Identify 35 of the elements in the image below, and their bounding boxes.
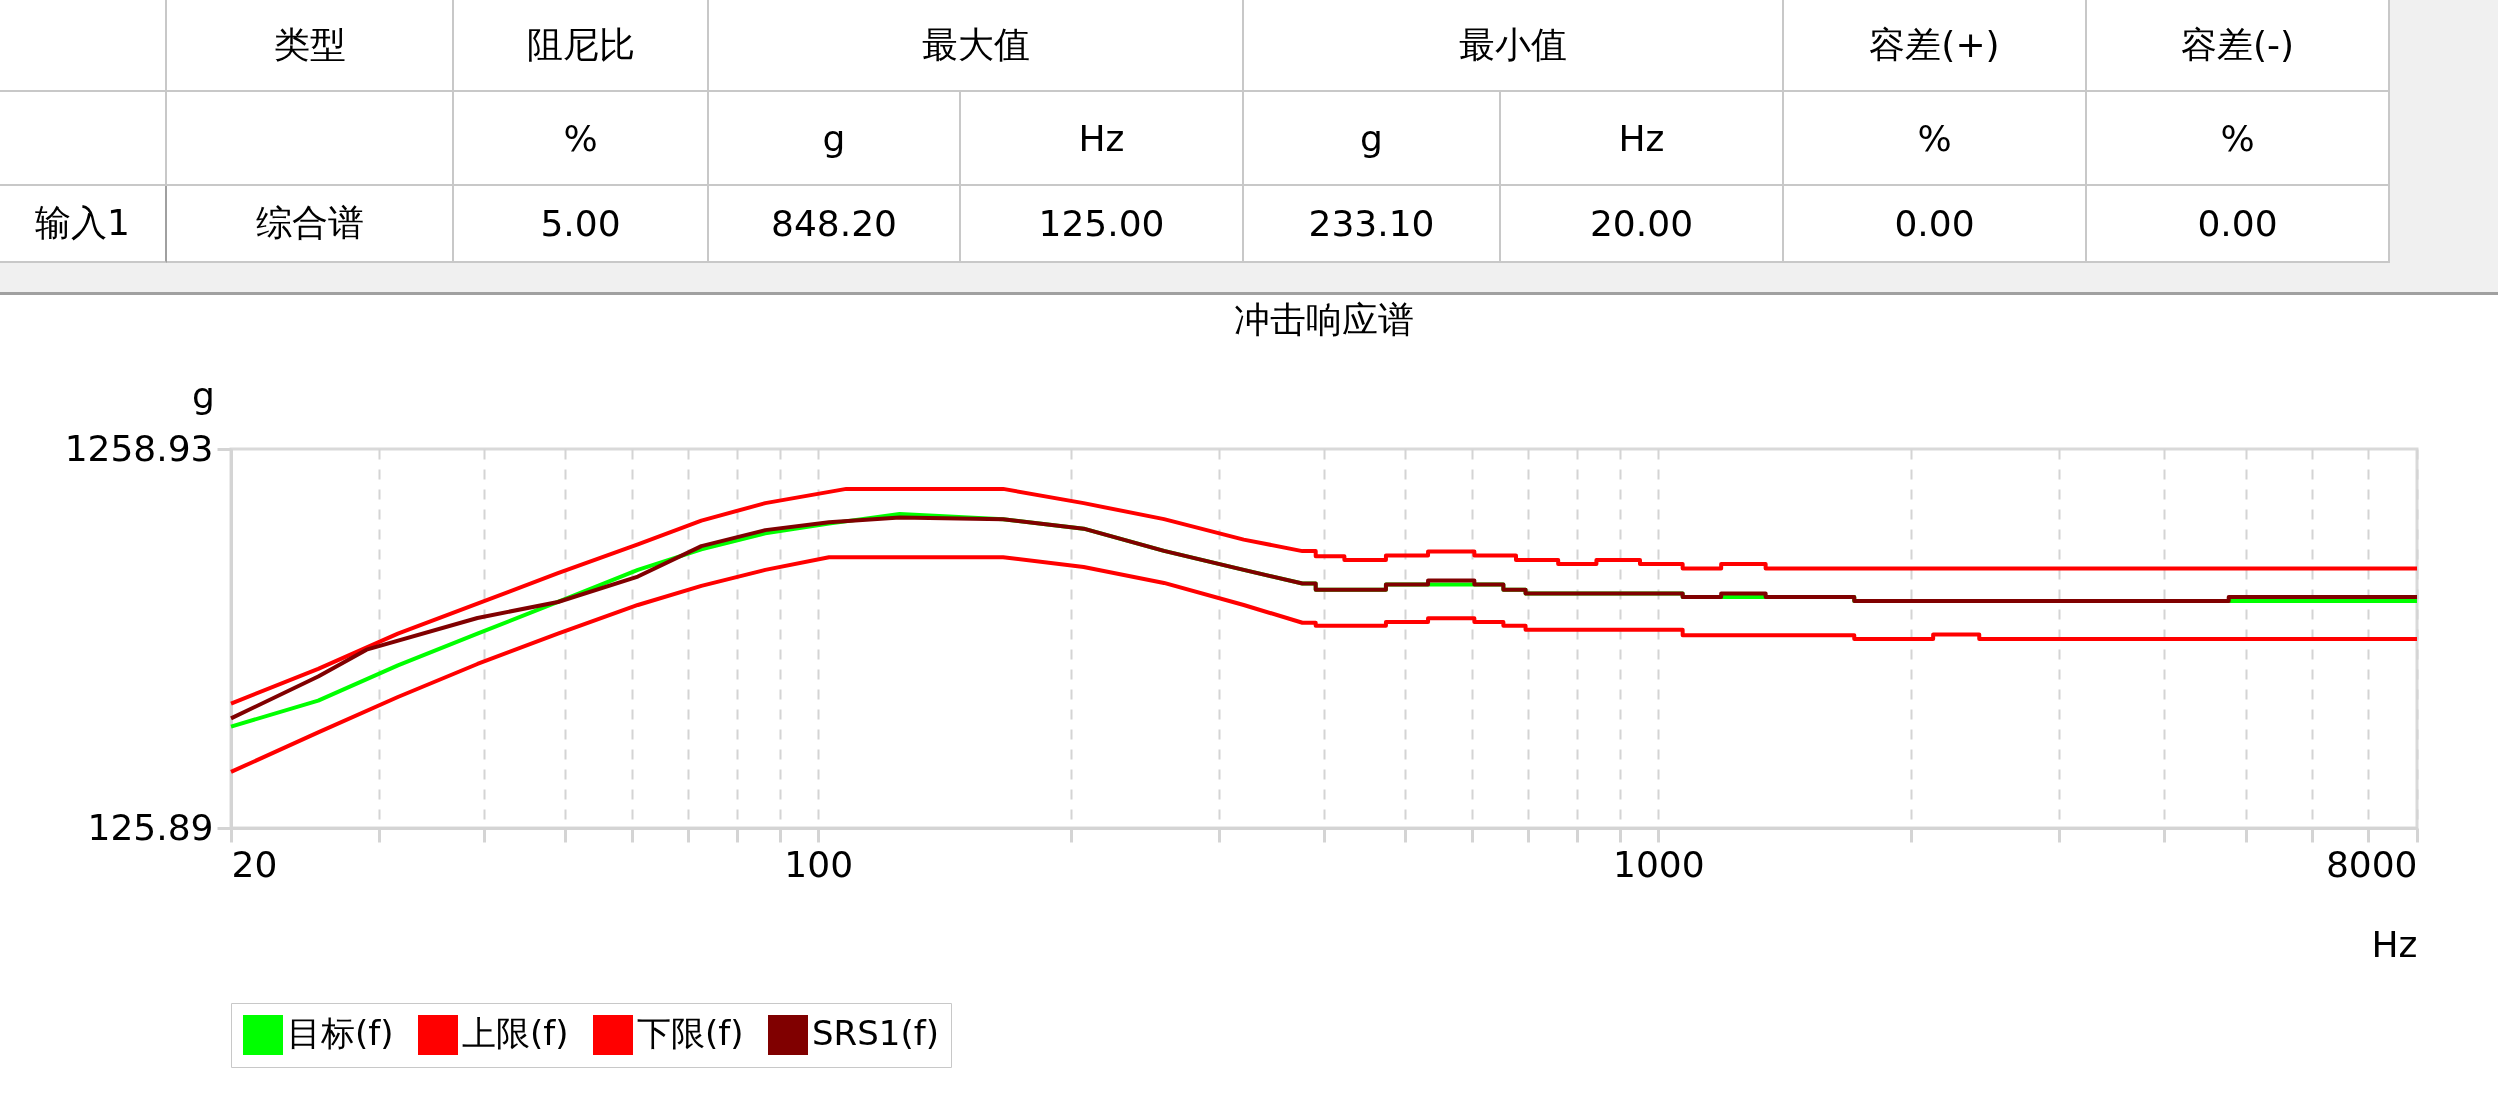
text: 综合谱	[167, 186, 454, 263]
x-axis-title: Hz	[2371, 923, 2418, 965]
text: Hz	[1501, 92, 1784, 186]
x-tick-label: 100	[784, 843, 854, 885]
x-tick-label: 8000	[2325, 843, 2418, 885]
text: 0.00	[2087, 186, 2390, 263]
y-tick-label: 125.89	[87, 806, 214, 848]
x-tick-label: 20	[231, 843, 278, 885]
text: 233.10	[1244, 186, 1501, 263]
text: 容差(-)	[2087, 0, 2390, 92]
text: %	[454, 92, 709, 186]
text: 848.20	[709, 186, 961, 263]
text: 20.00	[1501, 186, 1784, 263]
text: 125.00	[961, 186, 1244, 263]
legend-label: SRS1(f)	[812, 1013, 939, 1053]
text: 容差(+)	[1784, 0, 2087, 92]
text: 5.00	[454, 186, 709, 263]
legend-label: 下限(f)	[637, 1013, 744, 1053]
text: 阻尼比	[454, 0, 709, 92]
text: 最大值	[709, 0, 1244, 92]
text: 输入1	[0, 186, 167, 263]
chart-title: 冲击响应谱	[1234, 299, 1414, 340]
text: 0.00	[1784, 186, 2087, 263]
y-axis-title: g	[192, 374, 215, 416]
text: g	[1244, 92, 1501, 186]
legend-label: 上限(f)	[462, 1013, 569, 1053]
text: %	[1784, 92, 2087, 186]
legend-label: 目标(f)	[287, 1013, 394, 1053]
text: 类型	[167, 0, 454, 92]
text: 最小值	[1244, 0, 1784, 92]
x-tick-label: 1000	[1613, 843, 1705, 885]
text: %	[2087, 92, 2390, 186]
text: Hz	[961, 92, 1244, 186]
y-tick-label: 1258.93	[64, 427, 214, 469]
text: g	[709, 92, 961, 186]
